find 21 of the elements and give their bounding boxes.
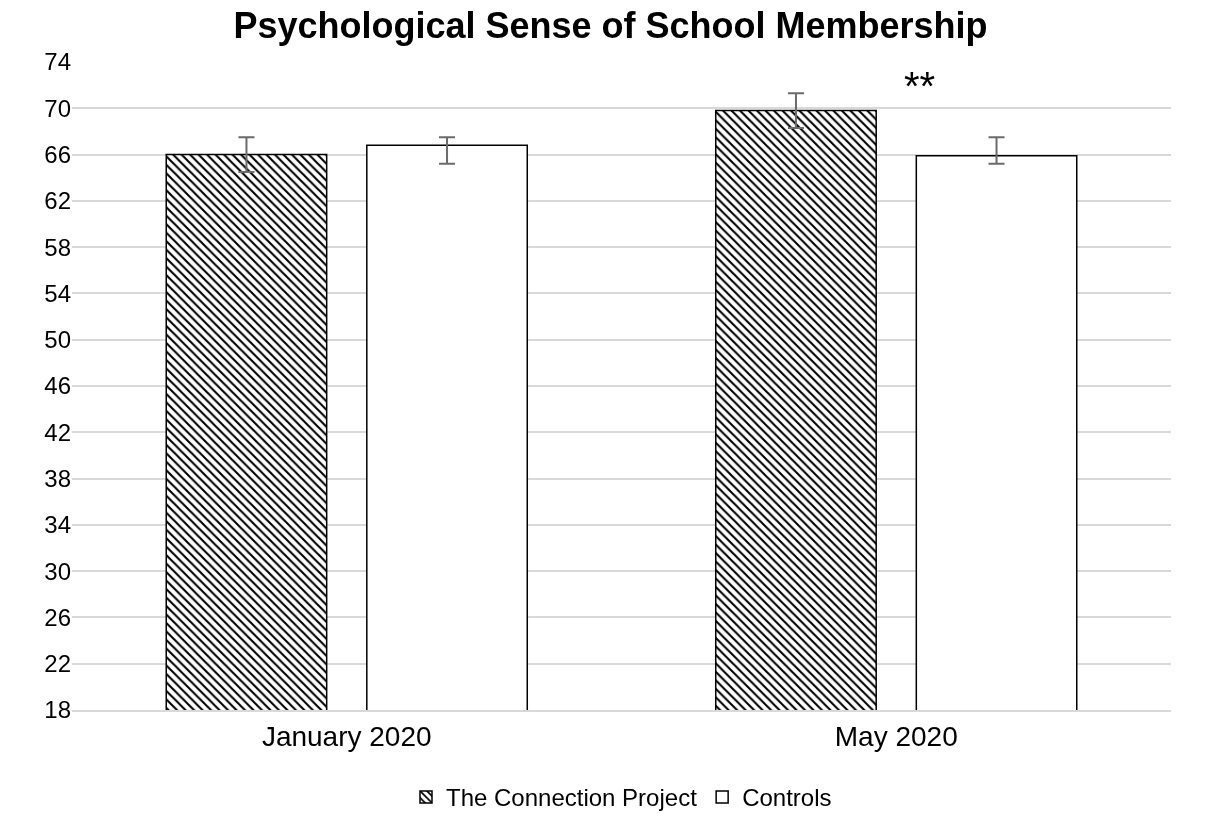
x-tick-label: January 2020 <box>261 720 432 752</box>
y-tick-label: 18 <box>44 696 71 724</box>
y-tick-label: 42 <box>44 418 71 446</box>
legend-label: Controls <box>742 784 832 812</box>
y-tick-label: 58 <box>44 233 71 261</box>
y-tick-label: 74 <box>44 48 71 76</box>
chart-title: Psychological Sense of School Membership <box>233 4 988 46</box>
y-tick-label: 34 <box>44 511 71 539</box>
x-tick-label: May 2020 <box>834 720 958 752</box>
y-tick-label: 38 <box>44 464 71 492</box>
y-tick-label: 54 <box>44 279 71 307</box>
y-tick-label: 66 <box>44 140 71 168</box>
y-tick-label: 26 <box>44 603 71 631</box>
series-label: The Connection Project <box>446 784 698 812</box>
y-tick-label: 46 <box>44 372 71 400</box>
y-tick-label: 22 <box>44 650 71 678</box>
annotation: ** <box>904 64 936 108</box>
y-tick-label: 62 <box>44 187 71 215</box>
y-tick-label: 50 <box>44 326 71 354</box>
y-tick-label: 30 <box>44 557 71 585</box>
y-tick-label: 70 <box>44 94 71 122</box>
